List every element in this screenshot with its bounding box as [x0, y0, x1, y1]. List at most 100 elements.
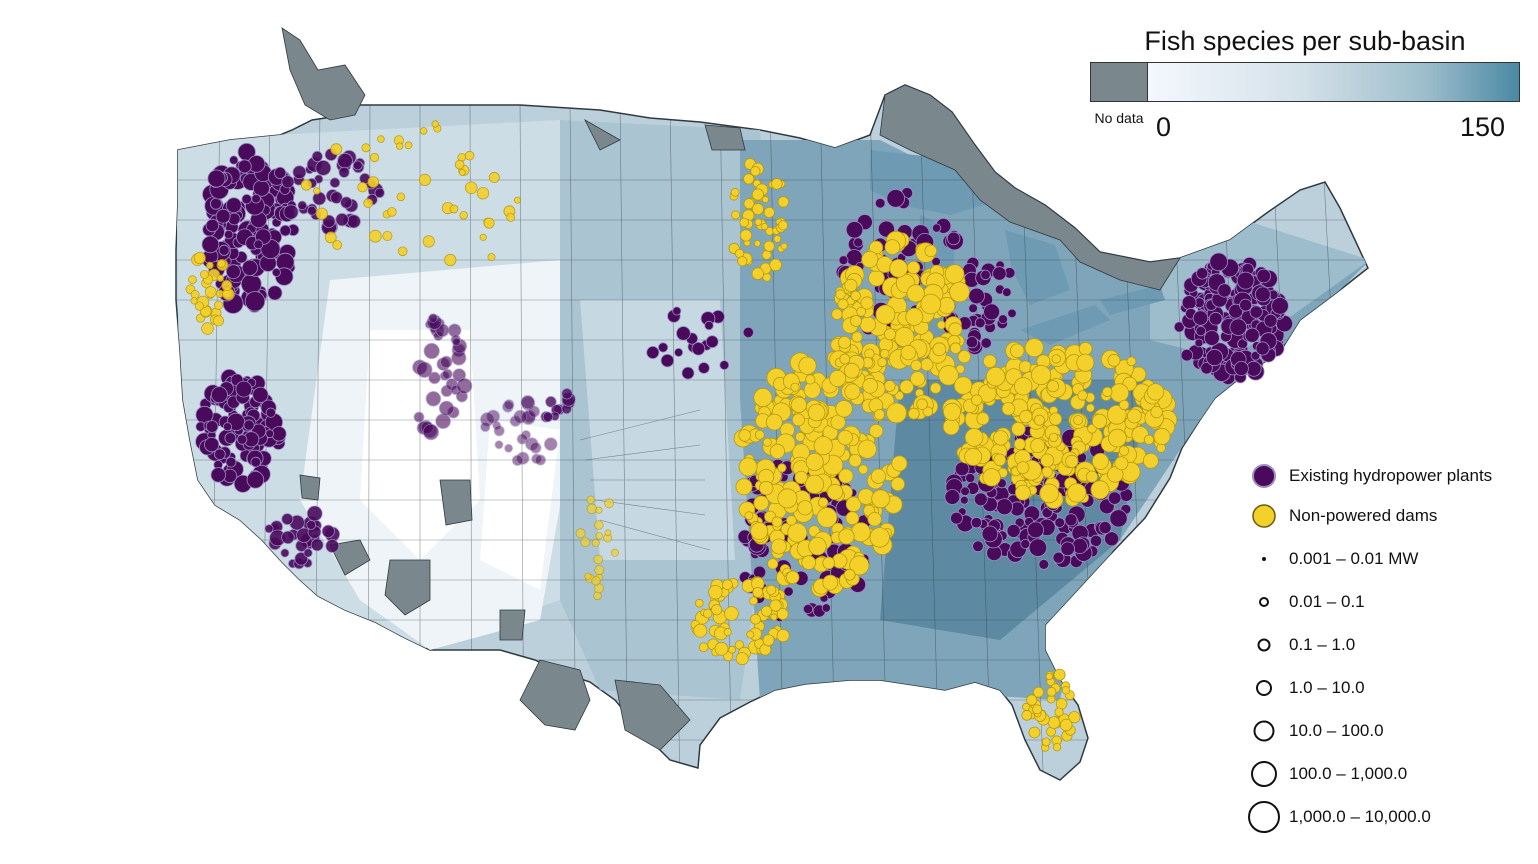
dam-marker [1028, 726, 1041, 739]
dam-marker [734, 640, 744, 650]
hydropower-plant-marker [337, 152, 353, 169]
hydropower-plant-marker [965, 472, 976, 484]
hydropower-plant-marker [252, 179, 270, 197]
dam-marker [791, 413, 805, 427]
dam-marker [300, 179, 312, 191]
dam-marker [835, 400, 853, 418]
nodata-swatch [1090, 62, 1148, 102]
legend-size-1: 0.001 – 0.01 MW [1248, 541, 1528, 577]
hydropower-plant-marker [225, 197, 242, 214]
dam-marker [877, 357, 887, 368]
hydropower-plant-marker [529, 441, 542, 454]
dam-marker [735, 652, 749, 666]
dam-marker [957, 350, 971, 364]
dam-marker [850, 315, 862, 327]
dam-marker [444, 253, 457, 267]
dam-marker [867, 512, 882, 527]
dam-marker [964, 447, 983, 466]
dam-marker [488, 171, 500, 183]
size-label: 0.001 – 0.01 MW [1289, 549, 1419, 568]
hydropower-plant-marker [1107, 491, 1122, 505]
hydropower-plant-marker [279, 224, 292, 237]
dam-marker [916, 398, 928, 411]
hydropower-plant-marker [416, 361, 433, 379]
hydropower-plant-marker [1195, 325, 1207, 337]
hydropower-plant-marker [271, 267, 281, 277]
dam-marker [831, 308, 843, 321]
hydropower-plant-marker [674, 347, 684, 357]
dam-marker [746, 630, 755, 639]
dam-marker [776, 629, 790, 643]
hydropower-plant-marker [931, 223, 942, 233]
dam-marker [1045, 672, 1053, 681]
dam-marker [315, 207, 328, 220]
dam-marker [982, 468, 1001, 487]
hydropower-plant-marker [253, 239, 264, 250]
dam-marker [835, 289, 846, 300]
hydropower-plant-marker [243, 419, 255, 431]
dam-marker [1118, 445, 1130, 457]
dam-marker [698, 642, 709, 652]
dam-marker [787, 522, 808, 543]
dam-marker [324, 231, 337, 244]
hydropower-plant-marker [438, 400, 455, 417]
hydropower-plant-marker [783, 586, 794, 597]
hydropower-plant-marker [1263, 313, 1278, 328]
dam-marker [710, 604, 723, 616]
dam-marker [761, 250, 772, 260]
dam-marker [1014, 377, 1033, 396]
dam-marker [1126, 356, 1137, 367]
hydropower-plant-marker [325, 539, 340, 553]
dam-marker [869, 527, 890, 548]
dam-marker [844, 362, 860, 379]
hydropower-plant-marker [494, 440, 504, 450]
dam-marker [1068, 711, 1081, 724]
dam-marker [971, 394, 983, 406]
hydropower-plant-marker [1109, 509, 1128, 528]
dam-marker [454, 159, 465, 170]
dam-marker [850, 290, 861, 302]
dam-marker [754, 218, 763, 226]
dam-marker [786, 570, 800, 585]
hydropower-plant-marker [493, 425, 505, 437]
hydropower-plant-marker [456, 377, 473, 394]
dam-marker [777, 463, 787, 473]
hydropower-plant-marker [1181, 295, 1197, 311]
dam-marker [604, 529, 612, 537]
dam-marker [367, 176, 380, 188]
dam-marker [201, 322, 214, 335]
dam-marker [860, 296, 874, 310]
dam-marker [738, 429, 751, 442]
dam-marker [395, 142, 404, 150]
hydropower-plant-marker [561, 388, 573, 400]
lake-huron [1005, 230, 1070, 305]
legend-size-2: 0.01 – 0.1 [1248, 584, 1528, 620]
dam-marker [839, 353, 851, 365]
dams-label: Non-powered dams [1289, 506, 1438, 525]
dam-marker [739, 229, 753, 242]
size-label: 1,000.0 – 10,000.0 [1289, 807, 1431, 826]
dam-marker [751, 267, 765, 280]
dam-marker [476, 186, 490, 200]
dam-marker [777, 196, 790, 208]
dam-marker [982, 354, 997, 369]
dam-marker [805, 452, 824, 471]
dam-marker [591, 538, 600, 548]
dam-marker [714, 641, 729, 656]
hydropower-plant-marker [236, 434, 248, 445]
dam-marker [357, 181, 368, 193]
legend-size-5: 10.0 – 100.0 [1248, 713, 1528, 749]
hydropower-plant-marker [980, 337, 992, 349]
dam-marker [874, 408, 886, 420]
dam-marker [770, 178, 783, 190]
dam-marker [731, 210, 741, 220]
dam-marker [797, 500, 813, 516]
size-symbol [1262, 557, 1266, 561]
hydropower-plant-marker [944, 489, 961, 505]
dam-marker [694, 598, 704, 608]
dam-marker [922, 406, 934, 417]
dam-marker [738, 457, 758, 477]
size-label: 1.0 – 10.0 [1289, 678, 1365, 697]
dam-marker [808, 537, 827, 556]
dam-marker [1108, 428, 1127, 448]
